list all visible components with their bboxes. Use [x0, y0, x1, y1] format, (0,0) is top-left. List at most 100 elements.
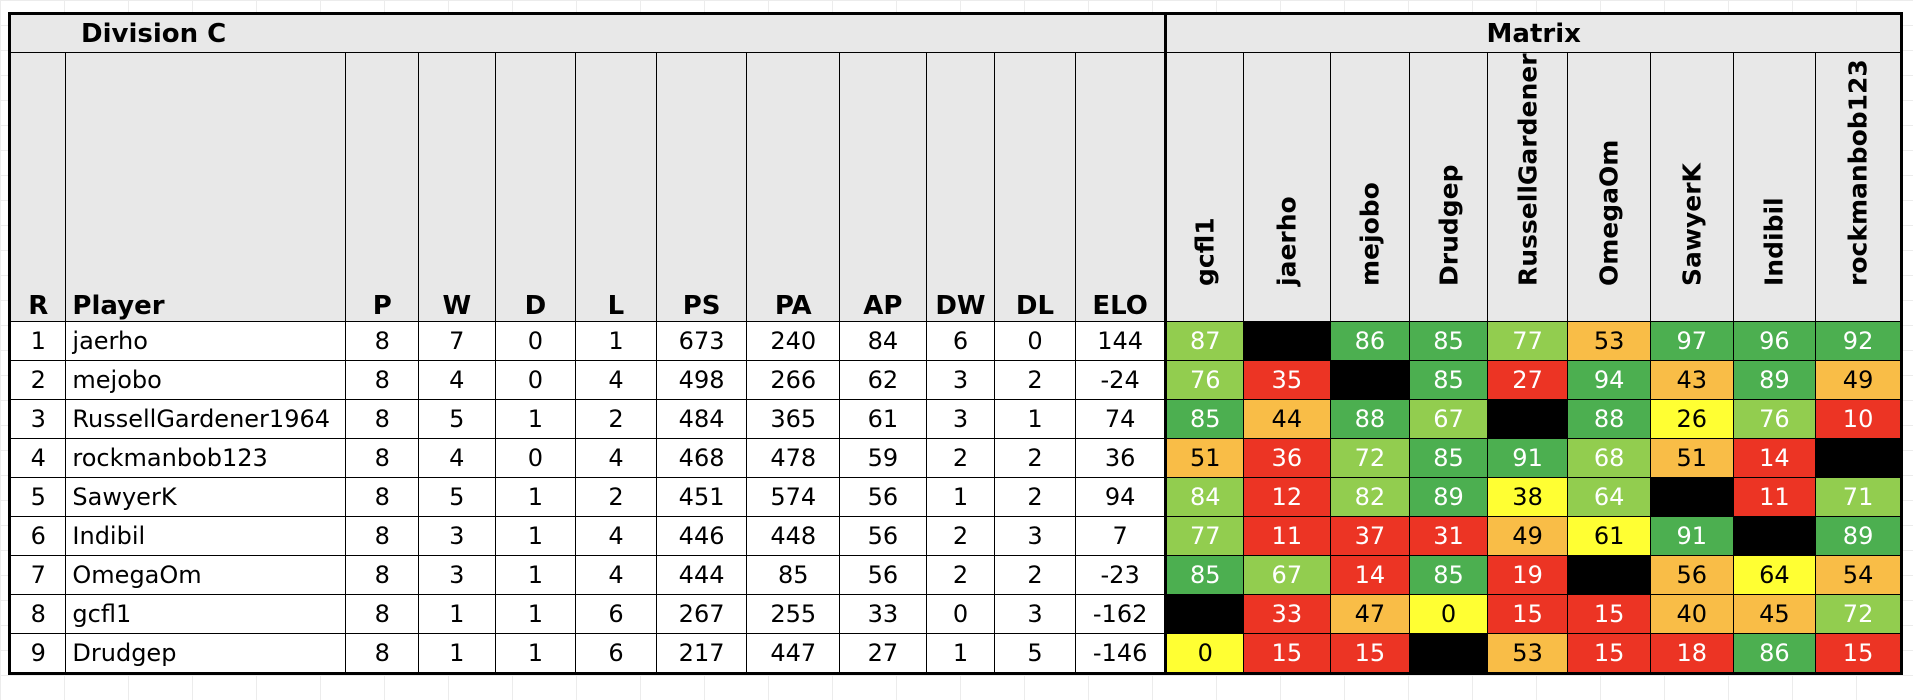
header-elo: ELO	[1074, 52, 1167, 322]
rank-cell: 6	[8, 516, 67, 556]
average-points-cell: 27	[839, 633, 927, 674]
matrix-cell: 97	[1649, 321, 1734, 361]
matrix-cell: 67	[1409, 399, 1488, 439]
matrix-header-mejobo: mejobo	[1329, 52, 1411, 322]
matrix-header-jaerho: jaerho	[1243, 52, 1331, 322]
matrix-cell: 14	[1329, 555, 1411, 595]
matrix-blank-cell	[1649, 477, 1734, 517]
matrix-cell: 12	[1243, 477, 1331, 517]
won-cell: 3	[418, 555, 496, 595]
matrix-cell: 86	[1329, 321, 1411, 361]
points-scored-cell: 451	[655, 477, 748, 517]
points-against-cell: 255	[746, 594, 841, 634]
matrix-cell: 68	[1567, 438, 1651, 478]
matrix-cell: 26	[1649, 399, 1734, 439]
average-points-cell: 33	[839, 594, 927, 634]
header-played: P	[345, 52, 419, 322]
drawn-cell: 1	[494, 516, 577, 556]
dl-cell: 2	[994, 555, 1076, 595]
matrix-cell: 35	[1243, 360, 1331, 400]
won-cell: 5	[418, 399, 496, 439]
matrix-cell: 94	[1567, 360, 1651, 400]
drawn-cell: 1	[494, 399, 577, 439]
header-rank: R	[8, 52, 67, 322]
won-cell: 4	[418, 360, 496, 400]
matrix-cell: 72	[1329, 438, 1411, 478]
matrix-cell: 89	[1409, 477, 1488, 517]
matrix-cell: 15	[1243, 633, 1331, 674]
matrix-header-rockmanbob123: rockmanbob123	[1815, 52, 1902, 322]
drawn-cell: 1	[494, 555, 577, 595]
matrix-cell: 10	[1815, 399, 1902, 439]
matrix-cell: 85	[1409, 438, 1488, 478]
average-points-cell: 62	[839, 360, 927, 400]
matrix-cell: 15	[1567, 594, 1651, 634]
elo-cell: 7	[1074, 516, 1167, 556]
average-points-cell: 56	[839, 477, 927, 517]
matrix-cell: 53	[1486, 633, 1569, 674]
player-cell: OmegaOm	[65, 555, 347, 595]
matrix-cell: 72	[1815, 594, 1902, 634]
header-dl: DL	[994, 52, 1076, 322]
player-cell: rockmanbob123	[65, 438, 347, 478]
table-row: 3 RussellGardener1964 8 5 1 2 484 365 61 3 1 74 85 44…	[8, 399, 1902, 439]
matrix-blank-cell	[1243, 321, 1331, 361]
won-cell: 4	[418, 438, 496, 478]
matrix-cell: 27	[1486, 360, 1569, 400]
matrix-blank-cell	[1732, 516, 1817, 556]
dw-cell: 6	[925, 321, 996, 361]
league-table: Division C Matrix R Player P W D L PS PA…	[8, 12, 1903, 675]
drawn-cell: 1	[494, 477, 577, 517]
rank-cell: 2	[8, 360, 67, 400]
dw-cell: 1	[925, 633, 996, 674]
average-points-cell: 59	[839, 438, 927, 478]
matrix-header-sawyerk: SawyerK	[1649, 52, 1734, 322]
matrix-cell: 91	[1649, 516, 1734, 556]
dw-cell: 3	[925, 399, 996, 439]
drawn-cell: 0	[494, 360, 577, 400]
matrix-header-label: jaerho	[1272, 196, 1302, 286]
matrix-cell: 18	[1649, 633, 1734, 674]
lost-cell: 4	[575, 516, 657, 556]
matrix-cell: 15	[1329, 633, 1411, 674]
matrix-blank-cell	[1486, 399, 1569, 439]
table-row: 8 gcfl1 8 1 1 6 267 255 33 0 3 -162 33 47 0 15 15 40 45 72	[8, 594, 1902, 634]
played-cell: 8	[345, 594, 419, 634]
average-points-cell: 84	[839, 321, 927, 361]
lost-cell: 4	[575, 555, 657, 595]
matrix-cell: 89	[1732, 360, 1817, 400]
dw-cell: 3	[925, 360, 996, 400]
matrix-cell: 44	[1243, 399, 1331, 439]
points-against-cell: 447	[746, 633, 841, 674]
division-title: Division C	[8, 13, 1167, 53]
matrix-cell: 47	[1329, 594, 1411, 634]
points-against-cell: 240	[746, 321, 841, 361]
played-cell: 8	[345, 360, 419, 400]
table-row: 1 jaerho 8 7 0 1 673 240 84 6 0 144 87 86 85 77 53 97 96 92	[8, 321, 1902, 361]
rank-cell: 4	[8, 438, 67, 478]
matrix-cell: 88	[1329, 399, 1411, 439]
matrix-cell: 85	[1164, 399, 1245, 439]
matrix-cell: 15	[1567, 633, 1651, 674]
matrix-cell: 33	[1243, 594, 1331, 634]
won-cell: 5	[418, 477, 496, 517]
points-scored-cell: 444	[655, 555, 748, 595]
matrix-cell: 54	[1815, 555, 1902, 595]
matrix-cell: 85	[1409, 321, 1488, 361]
matrix-header-omegaom: OmegaOm	[1567, 52, 1651, 322]
matrix-cell: 85	[1409, 555, 1488, 595]
header-lost: L	[575, 52, 657, 322]
drawn-cell: 0	[494, 438, 577, 478]
lost-cell: 6	[575, 633, 657, 674]
header-points-scored: PS	[655, 52, 748, 322]
lost-cell: 2	[575, 477, 657, 517]
elo-cell: 74	[1074, 399, 1167, 439]
matrix-cell: 86	[1732, 633, 1817, 674]
matrix-cell: 43	[1649, 360, 1734, 400]
lost-cell: 1	[575, 321, 657, 361]
lost-cell: 2	[575, 399, 657, 439]
points-scored-cell: 267	[655, 594, 748, 634]
matrix-cell: 64	[1567, 477, 1651, 517]
matrix-cell: 45	[1732, 594, 1817, 634]
matrix-header-indibil: Indibil	[1732, 52, 1817, 322]
